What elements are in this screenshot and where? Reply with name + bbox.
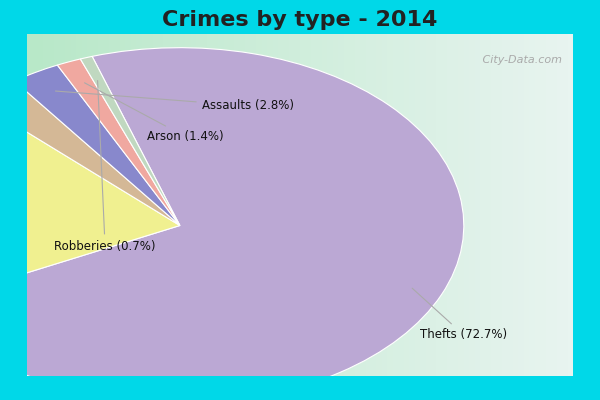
Wedge shape xyxy=(0,48,464,400)
Text: Robberies (0.7%): Robberies (0.7%) xyxy=(54,80,156,252)
Wedge shape xyxy=(80,56,180,226)
Text: Auto thefts (2.8%): Auto thefts (2.8%) xyxy=(0,399,1,400)
Text: Assaults (2.8%): Assaults (2.8%) xyxy=(55,91,294,112)
Title: Crimes by type - 2014: Crimes by type - 2014 xyxy=(163,10,437,30)
Text: City-Data.com: City-Data.com xyxy=(479,54,562,64)
Wedge shape xyxy=(58,59,180,226)
Wedge shape xyxy=(14,65,180,226)
Wedge shape xyxy=(0,81,180,226)
Text: Thefts (72.7%): Thefts (72.7%) xyxy=(412,288,507,342)
Text: Burglaries (19.6%): Burglaries (19.6%) xyxy=(0,399,1,400)
Text: Arson (1.4%): Arson (1.4%) xyxy=(85,83,224,143)
Wedge shape xyxy=(0,101,180,304)
